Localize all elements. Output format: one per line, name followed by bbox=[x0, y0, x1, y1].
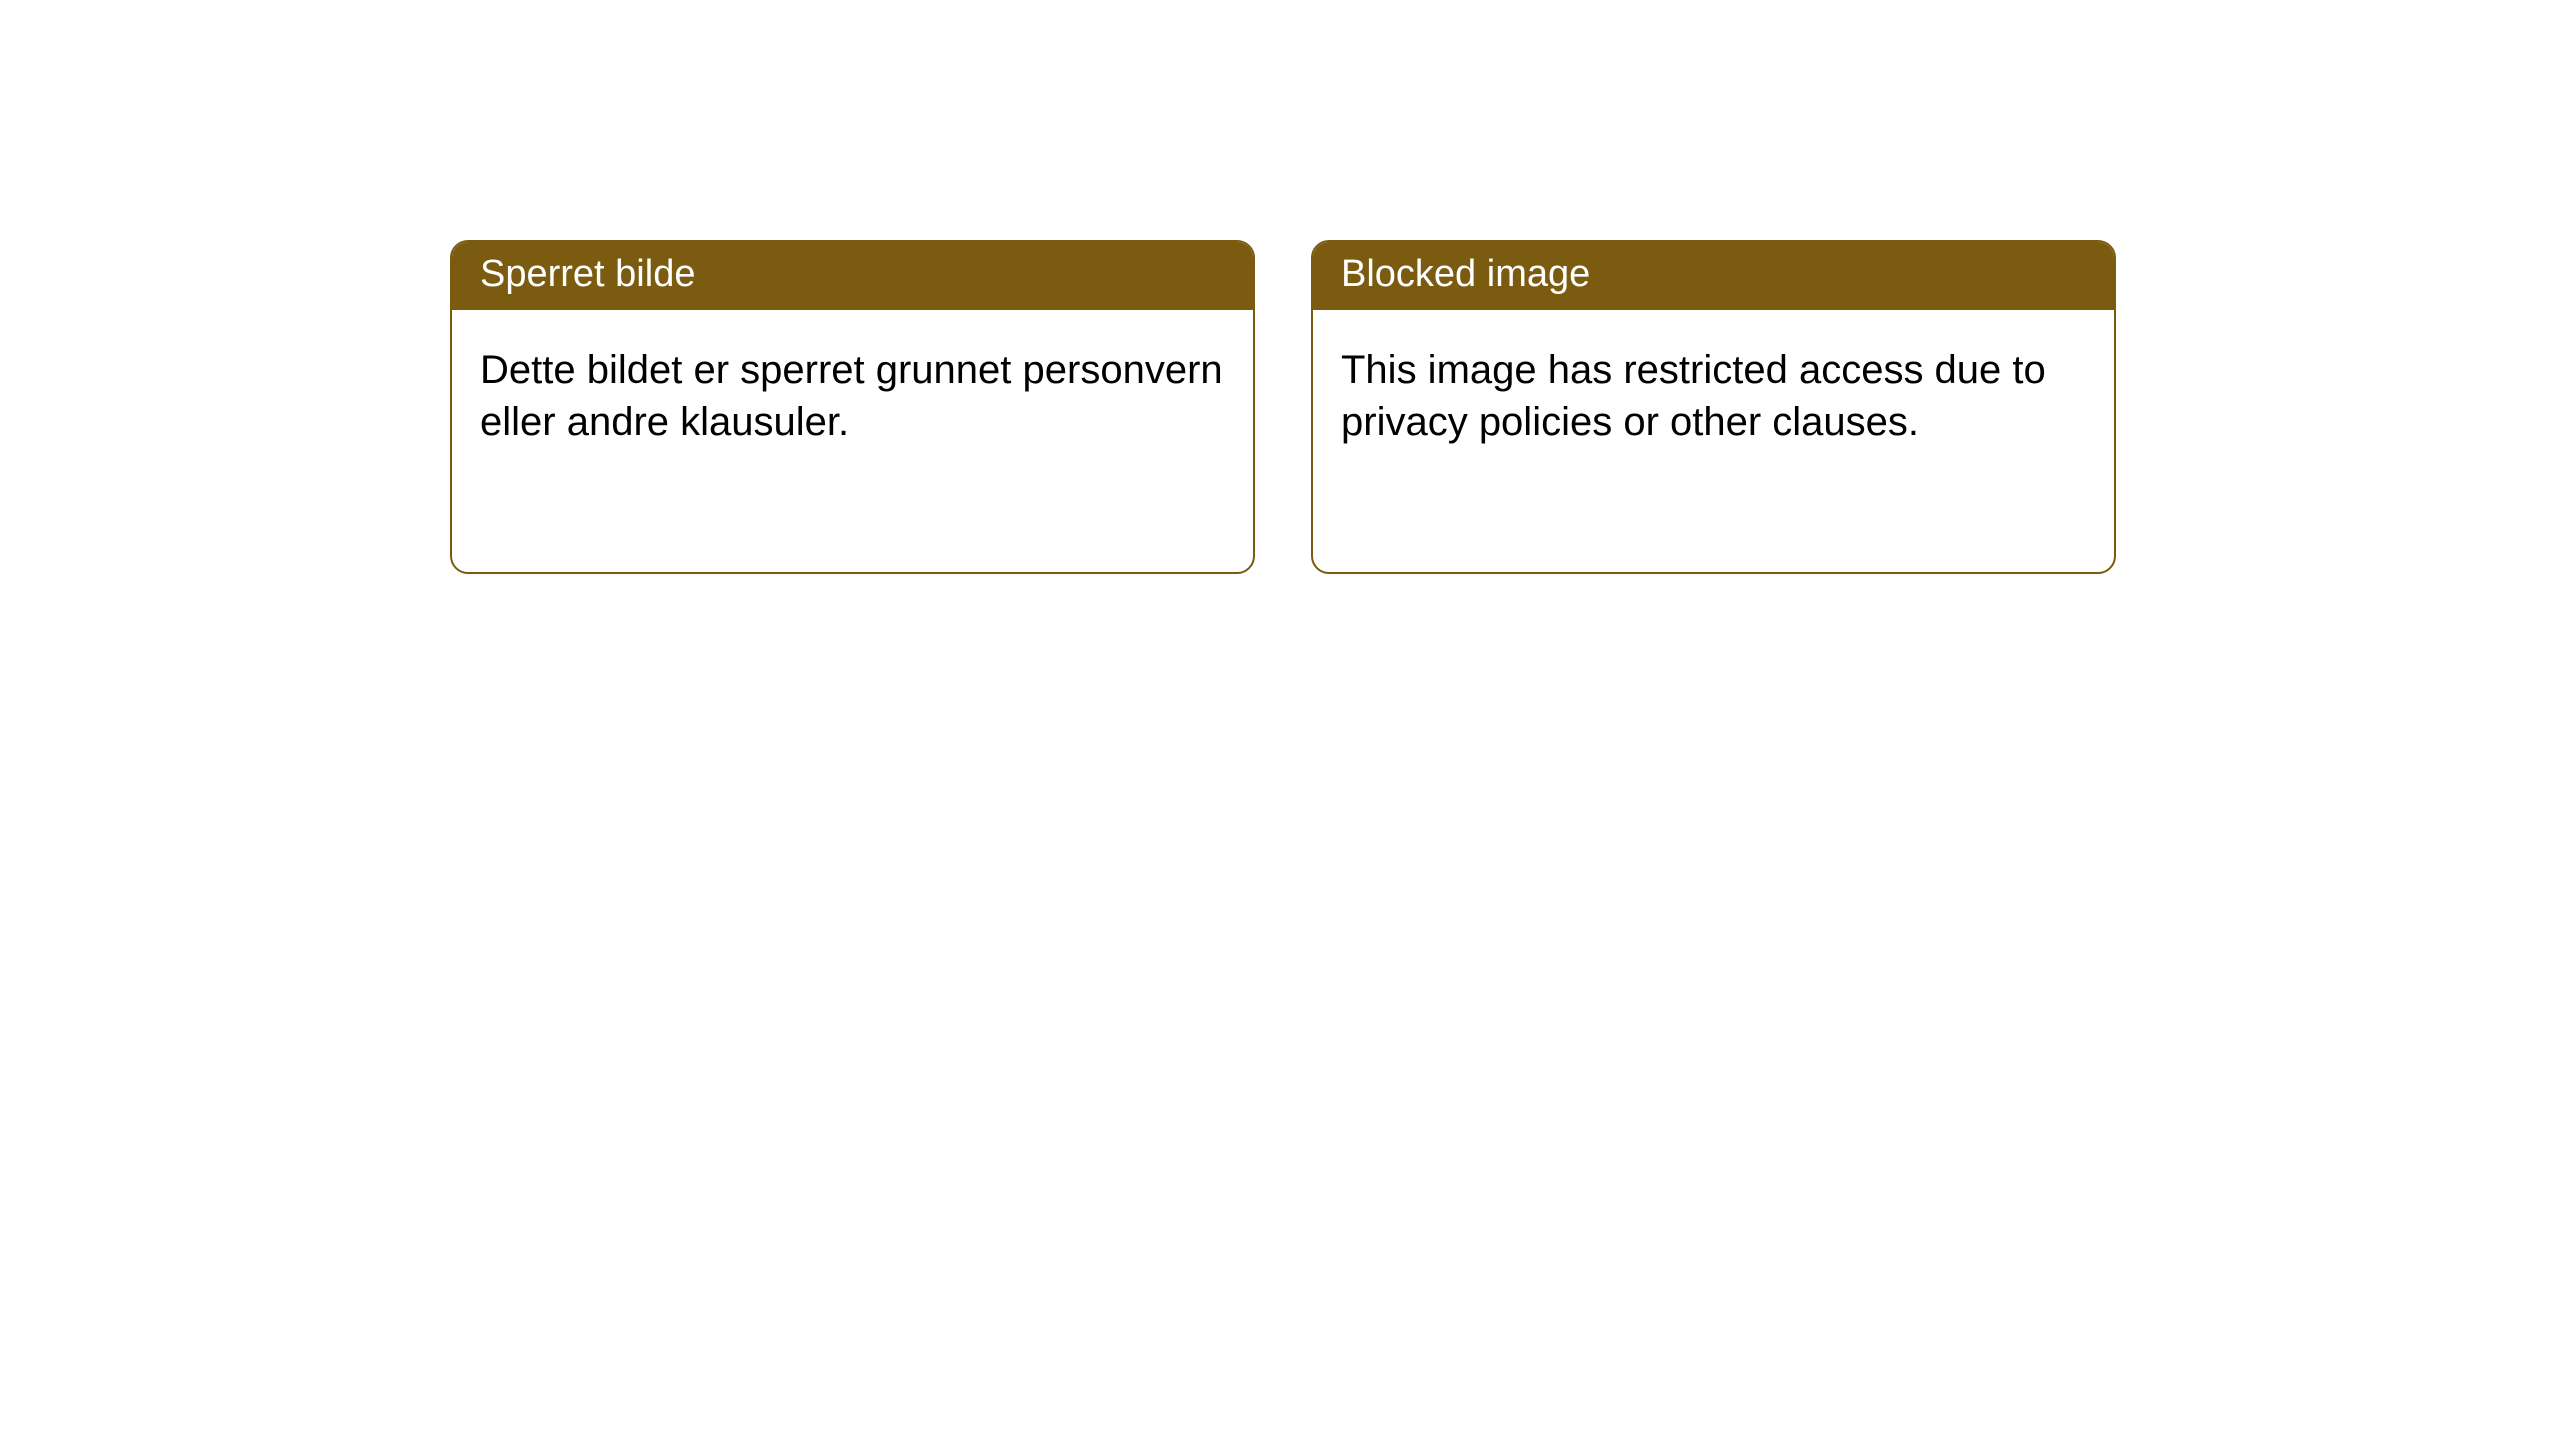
notice-header-text: Sperret bilde bbox=[480, 253, 695, 295]
notice-body-text: This image has restricted access due to … bbox=[1341, 348, 2046, 444]
notice-card-english: Blocked image This image has restricted … bbox=[1311, 240, 2116, 574]
notice-header-norwegian: Sperret bilde bbox=[452, 242, 1253, 310]
notice-header-text: Blocked image bbox=[1341, 253, 1590, 295]
notice-body-english: This image has restricted access due to … bbox=[1313, 310, 2114, 482]
notice-container: Sperret bilde Dette bildet er sperret gr… bbox=[450, 240, 2116, 574]
notice-card-norwegian: Sperret bilde Dette bildet er sperret gr… bbox=[450, 240, 1255, 574]
notice-body-norwegian: Dette bildet er sperret grunnet personve… bbox=[452, 310, 1253, 482]
notice-body-text: Dette bildet er sperret grunnet personve… bbox=[480, 348, 1223, 444]
notice-header-english: Blocked image bbox=[1313, 242, 2114, 310]
